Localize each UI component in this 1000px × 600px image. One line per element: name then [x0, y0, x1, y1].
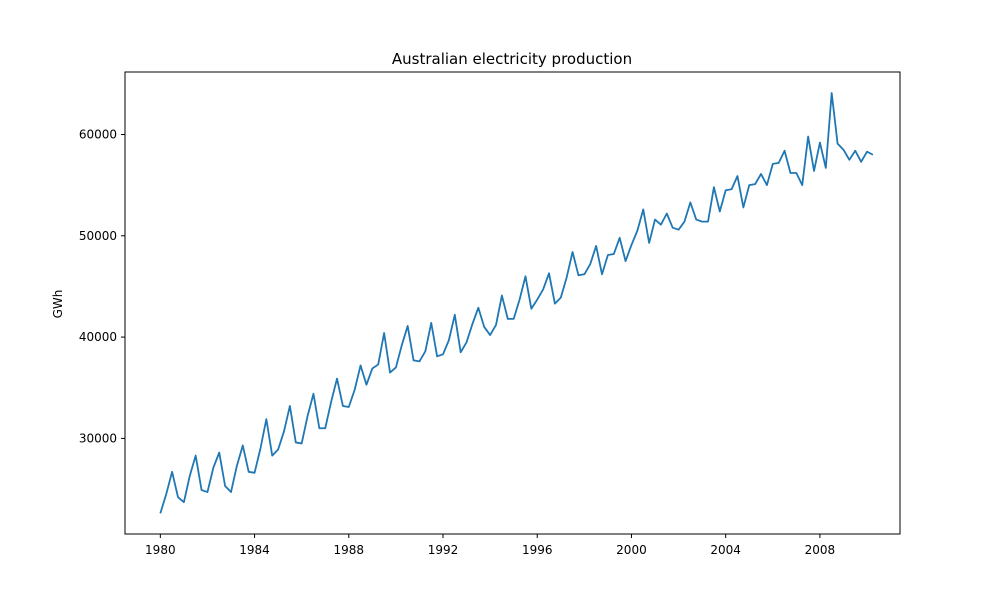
- chart-title: Australian electricity production: [392, 50, 632, 68]
- x-tick-label: 1996: [522, 543, 553, 557]
- y-tick-label: 30000: [79, 431, 117, 445]
- y-tick-label: 60000: [79, 127, 117, 141]
- plot-series: [159, 92, 874, 514]
- y-axis-label: GWh: [51, 290, 65, 319]
- x-tick-label: 1992: [428, 543, 459, 557]
- x-tick-label: 2004: [710, 543, 741, 557]
- x-tick-label: 2008: [805, 543, 836, 557]
- series-line: [159, 92, 874, 514]
- x-tick-label: 1988: [334, 543, 365, 557]
- y-tick-label: 50000: [79, 229, 117, 243]
- x-tick-label: 1984: [239, 543, 270, 557]
- y-tick-label: 40000: [79, 330, 117, 344]
- x-tick-label: 1980: [145, 543, 176, 557]
- x-tick-label: 2000: [616, 543, 647, 557]
- plot-frame: [124, 71, 901, 535]
- x-axis: 1980 1984 1988 1992 1996 2000 2004 2008: [145, 534, 835, 557]
- y-axis: 30000 40000 50000 60000: [79, 127, 125, 445]
